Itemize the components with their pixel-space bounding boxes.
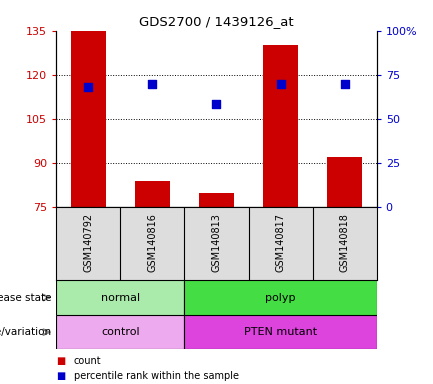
Text: normal: normal [101,293,140,303]
Point [85,84,92,90]
Point [341,81,348,87]
Bar [184,315,377,349]
Text: GSM140816: GSM140816 [147,213,158,272]
Bar [135,181,170,207]
Text: GSM140792: GSM140792 [83,213,94,272]
Text: ■: ■ [56,356,65,366]
Text: GSM140818: GSM140818 [339,213,350,272]
Text: PTEN mutant: PTEN mutant [244,327,317,337]
Text: genotype/variation: genotype/variation [0,327,52,337]
Point [149,81,156,87]
Text: percentile rank within the sample: percentile rank within the sample [74,371,239,381]
Bar [56,280,184,315]
Bar [56,315,184,349]
Bar [71,31,106,207]
Bar [263,45,298,207]
Title: GDS2700 / 1439126_at: GDS2700 / 1439126_at [139,15,294,28]
Text: control: control [101,327,140,337]
Text: disease state: disease state [0,293,52,303]
Text: GSM140813: GSM140813 [211,213,222,272]
Bar [184,280,377,315]
Bar [327,157,362,207]
Text: GSM140817: GSM140817 [275,213,286,272]
Point [277,81,284,87]
Text: count: count [74,356,101,366]
Text: ■: ■ [56,371,65,381]
Bar [199,193,234,207]
Text: polyp: polyp [265,293,296,303]
Point [213,101,220,108]
